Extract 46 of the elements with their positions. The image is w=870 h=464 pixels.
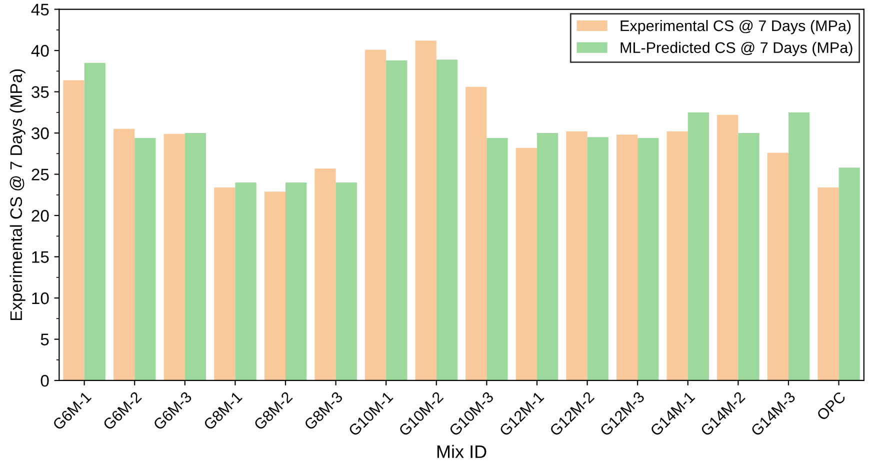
y-tick-label: 25 <box>32 168 49 180</box>
bar <box>386 60 408 380</box>
bar <box>838 168 860 380</box>
bar <box>536 133 558 380</box>
bar <box>235 182 256 380</box>
bar <box>818 187 839 380</box>
bar <box>566 131 588 380</box>
bar <box>666 131 688 380</box>
bar <box>364 50 386 380</box>
y-tick-label: 45 <box>31 4 49 16</box>
legend-label: ML-Predicted CS @ 7 Days (MPa) <box>620 42 852 56</box>
bar <box>164 134 185 380</box>
bar <box>587 137 608 380</box>
legend-label: Experimental CS @ 7 Days (MPa) <box>620 20 851 34</box>
y-tick-label: 35 <box>32 86 49 98</box>
y-tick-label: 5 <box>40 334 49 346</box>
bar <box>264 192 286 380</box>
y-tick-label: 0 <box>40 374 49 387</box>
bar <box>788 112 810 380</box>
bar <box>314 168 336 380</box>
y-tick-label: 20 <box>32 210 49 222</box>
bar <box>285 182 307 380</box>
bar <box>717 114 738 380</box>
bar <box>638 138 659 380</box>
bar <box>134 138 156 380</box>
bar <box>466 86 487 380</box>
bar <box>738 133 760 380</box>
bar <box>616 134 638 380</box>
bar <box>84 62 106 380</box>
bar <box>336 182 357 380</box>
y-tick-label: 10 <box>32 292 49 304</box>
bar <box>486 138 508 380</box>
bar <box>214 187 236 380</box>
bar <box>63 80 84 380</box>
bar <box>767 152 788 380</box>
bar <box>415 40 436 380</box>
bar <box>113 128 135 380</box>
bar <box>688 112 709 380</box>
bar <box>184 133 206 380</box>
y-axis-title: Experimental CS @ 7 Days (MPa) <box>10 69 26 320</box>
bar <box>436 60 458 380</box>
y-tick-label: 40 <box>31 44 49 57</box>
bar <box>516 148 537 380</box>
y-tick-label: 30 <box>32 127 49 140</box>
x-axis-title: Mix ID <box>437 444 486 458</box>
y-tick-label: 15 <box>32 251 49 263</box>
